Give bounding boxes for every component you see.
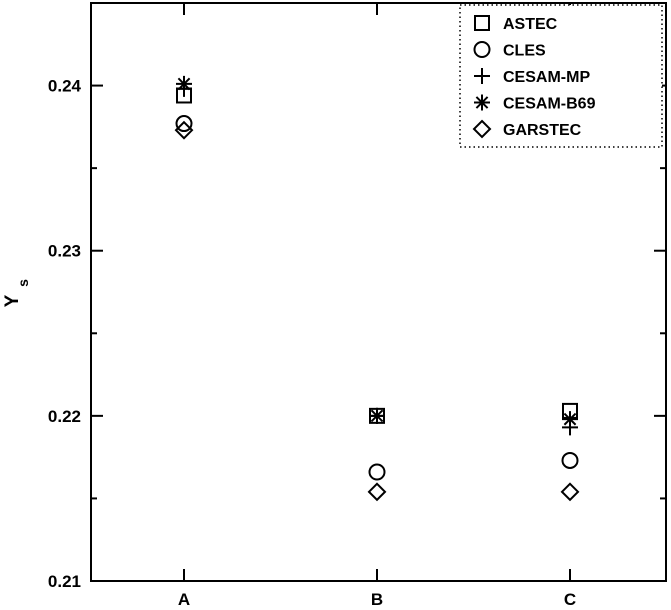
x-tick-label: B <box>371 590 383 609</box>
legend-label-cesam-mp: CESAM-MP <box>503 69 590 86</box>
x-tick-label: A <box>178 590 190 609</box>
y-tick-label: 0.22 <box>48 407 81 426</box>
garstec-point <box>174 120 194 140</box>
axis-ticks <box>91 3 666 582</box>
cles-point <box>368 463 386 481</box>
y-tick-label: 0.21 <box>48 572 81 591</box>
legend-symbol-garstec <box>472 119 492 139</box>
garstec-point <box>560 482 580 502</box>
legend-symbol-cles <box>473 41 491 58</box>
legend-symbol-astec <box>474 15 490 31</box>
x-tick-labels: A B C <box>178 590 576 609</box>
data-points <box>174 75 580 502</box>
y-tick-labels: 0.21 0.22 0.23 0.24 <box>48 77 82 591</box>
plot-frame <box>90 2 667 582</box>
cesam-b69-point <box>176 75 192 92</box>
legend-box <box>459 4 663 148</box>
cesam-b69-point <box>562 411 578 428</box>
y-tick-label: 0.23 <box>48 242 81 261</box>
legend-symbol-cesam-mp <box>474 68 490 84</box>
y-axis-label: Y s <box>2 279 31 307</box>
legend-label-astec: ASTEC <box>503 16 558 33</box>
legend-label-cesam-b69: CESAM-B69 <box>503 96 596 113</box>
legend-symbol-cesam-b69 <box>474 94 490 111</box>
y-axis-label-subscript: s <box>15 279 31 287</box>
y-axis-label-text: Y <box>2 294 23 307</box>
cesam-b69-point <box>369 407 385 424</box>
y-tick-label: 0.24 <box>48 77 82 96</box>
cles-point <box>175 115 193 133</box>
garstec-point <box>367 482 387 502</box>
cles-point <box>561 451 579 469</box>
legend-label-garstec: GARSTEC <box>503 122 582 139</box>
x-tick-label: C <box>564 590 576 609</box>
legend: ASTEC CLES CESAM-MP CESAM-B69 GARSTEC <box>459 4 663 148</box>
legend-label-cles: CLES <box>503 43 546 60</box>
